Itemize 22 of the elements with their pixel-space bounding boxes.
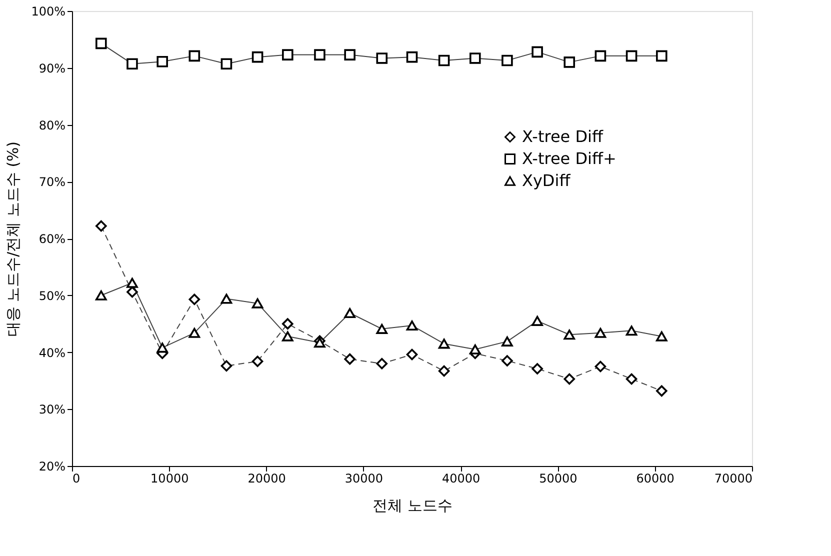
legend-label: XyDiff xyxy=(522,171,572,190)
y-tick-label: 30% xyxy=(38,402,66,417)
y-tick-label: 90% xyxy=(38,61,66,76)
y-tick-label: 100% xyxy=(31,4,66,18)
x-tick-label: 50000 xyxy=(539,472,578,486)
y-tick-label: 70% xyxy=(38,175,66,190)
y-tick-label: 50% xyxy=(38,288,66,303)
x-tick-label: 30000 xyxy=(344,472,384,486)
x-tick-label: 70000 xyxy=(714,472,752,486)
legend-label: X-tree Diff+ xyxy=(522,149,616,168)
x-tick-label: 60000 xyxy=(636,472,674,486)
x-tick-label: 0 xyxy=(72,472,80,486)
x-tick-label: 10000 xyxy=(150,472,189,486)
legend-label: X-tree Diff xyxy=(522,127,604,146)
y-tick-label: 20% xyxy=(38,460,66,474)
x-axis-title: 전체 노드수 xyxy=(372,496,452,514)
y-tick-label: 40% xyxy=(38,346,66,360)
y-tick-label: 80% xyxy=(38,118,66,132)
y-tick-label: 60% xyxy=(38,232,66,246)
x-tick-label: 40000 xyxy=(442,472,480,486)
y-axis-title: 대응 노드수/전체 노드수 (%) xyxy=(4,141,22,337)
x-tick-label: 20000 xyxy=(248,472,286,486)
